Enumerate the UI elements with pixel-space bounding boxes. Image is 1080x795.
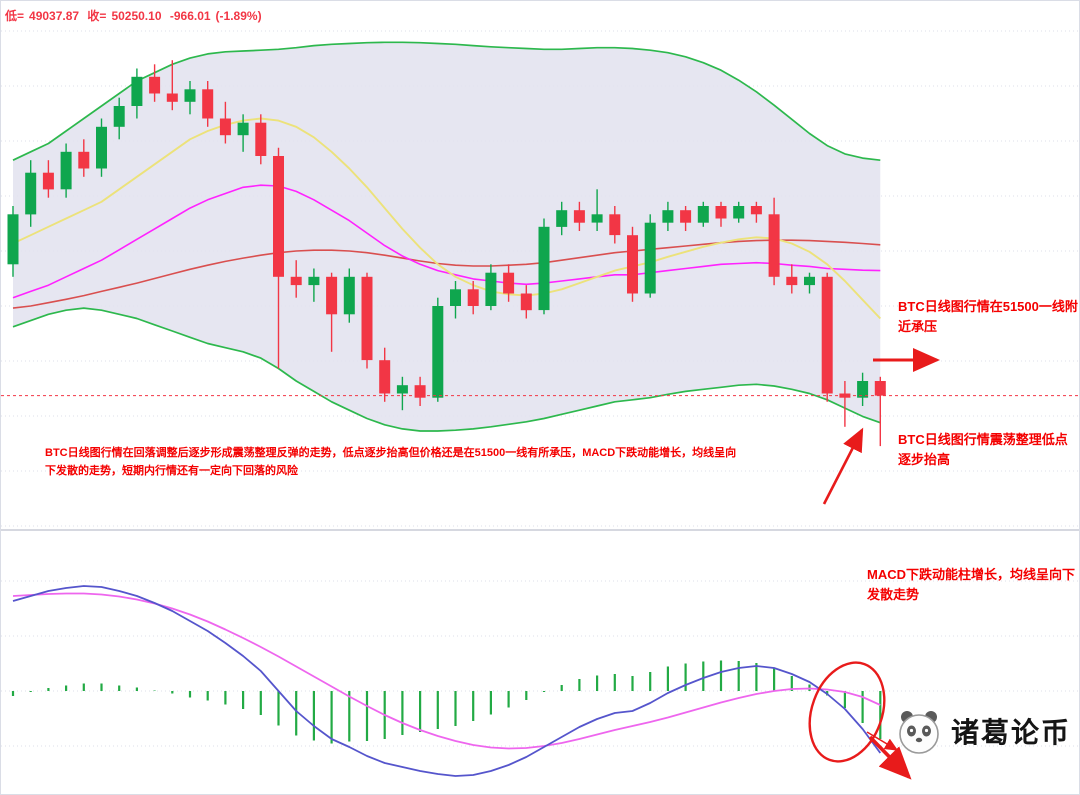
close-value: 50250.10 [111,9,162,23]
change-value: -966.01 [169,9,211,23]
low-value: 49037.87 [29,9,80,23]
candlestick-chart [1,30,1079,531]
change-percent: (-1.89%) [215,9,262,23]
price-info-bar: 低= 49037.87 收= 50250.10 -966.01 (-1.89%) [5,7,267,24]
brand-name: 诸葛论币 [951,717,1072,748]
annotation-resistance: BTC日线图行情在51500一线附近承压 [898,299,1078,334]
macd-panel: MACD下跌动能柱增长，均线呈向下发散走势 诸葛论币 [1,531,1079,794]
annotation-summary: BTC日线图行情在回落调整后逐步形成震荡整理反弹的走势，低点逐步抬高但价格还是在… [45,447,737,478]
low-label: 低= [5,9,25,23]
brand-watermark: 诸葛论币 [895,707,1071,755]
annotation-macd: MACD下跌动能柱增长，均线呈向下发散走势 [867,567,1075,602]
panda-logo-icon [899,711,939,754]
annotation-higher-lows: BTC日线图行情震荡整理低点逐步抬高 [898,432,1068,467]
main-chart-panel: 低= 49037.87 收= 50250.10 -966.01 (-1.89%) BT… [1,1,1079,531]
close-label: 收= [87,9,107,23]
